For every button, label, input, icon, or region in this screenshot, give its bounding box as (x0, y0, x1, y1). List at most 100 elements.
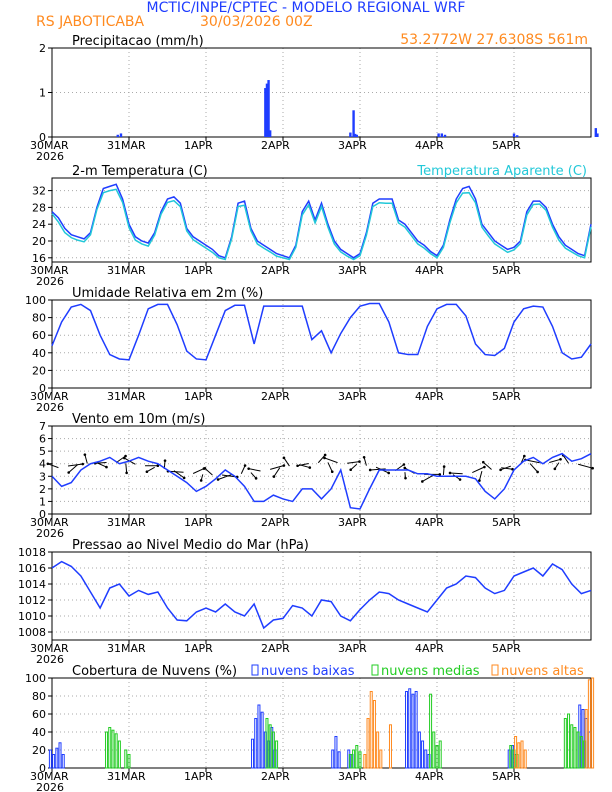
panel-title: Precipitacao (mm/h) (72, 34, 204, 49)
wind-arrow-head (81, 462, 85, 466)
x-tick-label: 3APR (338, 390, 367, 403)
wind-arrow-head (125, 471, 128, 475)
cloud-bar-green (509, 745, 513, 769)
cloud-bar-blue (405, 691, 409, 769)
wind-arrow (248, 468, 261, 472)
panel-pressure: 1008 1010 1012 1014 1016 1018 30MAR 31MAR 1APR 2A… (18, 538, 592, 666)
x-tick-label: 31MAR (107, 516, 146, 529)
wind-arrow (327, 462, 333, 472)
cloud-bar-blue (58, 742, 62, 769)
x-tick-label: 4APR (415, 642, 444, 655)
x-tick-label: 31MAR (107, 642, 146, 655)
wind-arrow (501, 467, 513, 470)
cloud-bar-green (570, 724, 574, 769)
y-tick-label: 40 (32, 726, 46, 739)
cloud-bar-blue (414, 691, 418, 769)
x-tick-label: 5APR (492, 770, 521, 783)
cloud-bar-orange (523, 749, 527, 769)
wind-arrow-head (67, 471, 70, 474)
cloud-bar-blue (257, 704, 261, 769)
wind-arrow-head (448, 471, 452, 475)
cloud-bar-green (127, 754, 131, 769)
x-tick-label: 1APR (184, 770, 213, 783)
run-date-label: 30/03/2026 00Z (200, 14, 313, 30)
cloud-bar-green (429, 693, 433, 769)
cloud-bar-green (432, 731, 436, 769)
legend-swatch (371, 664, 379, 676)
precip-bar (437, 133, 440, 137)
y-tick-label: 0 (39, 508, 46, 521)
precip-bar (440, 133, 444, 137)
wind-arrow-head (296, 464, 299, 468)
wind-arrow (146, 466, 155, 473)
x-tick-label: 5APR (492, 390, 521, 403)
y-tick-label: 28 (32, 201, 46, 214)
precip-bar (352, 110, 355, 137)
wind-arrow (270, 465, 285, 470)
x-tick-label: 5APR (492, 642, 521, 655)
wind-arrow-head (124, 454, 127, 458)
wind-arrow (347, 461, 360, 464)
wind-arrow-head (199, 479, 203, 482)
wind-arrow-head (323, 453, 327, 457)
cloud-bar-green (271, 731, 275, 769)
y-tick-label: 60 (32, 329, 46, 342)
y-tick-label: 2 (39, 42, 46, 55)
wind-arrow (84, 454, 88, 464)
x-tick-label: 30MAR (30, 390, 69, 403)
wind-arrow-head (458, 478, 462, 481)
y-tick-label: 4 (39, 458, 46, 471)
location-label: RS JABOTICABA (36, 14, 145, 30)
cloud-bar-green (563, 718, 567, 769)
x-year-label: 2026 (36, 150, 64, 163)
wind-arrow-head (182, 476, 186, 480)
wind-arrow (472, 466, 485, 474)
x-tick-label: 4APR (415, 516, 444, 529)
wind-arrow (95, 461, 107, 464)
wind-arrow (482, 461, 492, 470)
cloud-bar-orange (372, 700, 376, 769)
cloud-bar-orange (591, 677, 595, 769)
cloud-bar-blue (260, 711, 264, 769)
header: MCTIC/INPE/CPTEC - MODELO REGIONAL WRF R… (36, 0, 588, 48)
y-tick-label: 3 (39, 470, 46, 483)
y-tick-label: 24 (32, 218, 46, 231)
wind-arrow-head (105, 465, 108, 469)
cloud-bar-blue (55, 747, 59, 769)
wind-arrow-head (247, 467, 250, 470)
x-tick-label: 30MAR (30, 264, 69, 277)
wind-arrow-head (483, 465, 486, 469)
x-tick-label: 31MAR (107, 139, 146, 152)
cloud-bar-orange (369, 691, 373, 769)
cloud-bar-green (114, 733, 118, 769)
wind-arrow-head (387, 471, 390, 475)
wind-arrow-head (368, 468, 372, 472)
cloud-bar-green (348, 754, 352, 769)
y-tick-label: 0 (39, 762, 46, 775)
cloud-bar-blue (337, 751, 341, 769)
wind-arrow (67, 463, 83, 467)
cloud-bar-blue (424, 749, 428, 769)
wind-arrow (297, 462, 309, 467)
x-tick-label: 1APR (184, 139, 213, 152)
wind-arrow (283, 457, 290, 467)
cloud-bar-blue (52, 754, 56, 769)
cloud-bar-green (124, 749, 128, 769)
wind-arrow-head (308, 466, 312, 469)
cloud-bar-green (435, 745, 439, 769)
cloud-bar-orange (520, 740, 524, 769)
wind-arrow (549, 458, 561, 463)
cloud-bar-orange (514, 736, 518, 769)
x-tick-label: 30MAR (30, 770, 69, 783)
wind-arrow-head (559, 458, 562, 461)
cloud-bar-green (573, 727, 577, 769)
series-line-umidade (51, 302, 592, 361)
wind-arrow-head (282, 464, 286, 467)
wind-arrow (350, 463, 358, 471)
x-tick-label: 3APR (338, 264, 367, 277)
precip-bar (119, 133, 123, 137)
x-tick-label: 2APR (261, 139, 290, 152)
cloud-bar-green (438, 740, 442, 769)
precip-bar (116, 134, 119, 137)
